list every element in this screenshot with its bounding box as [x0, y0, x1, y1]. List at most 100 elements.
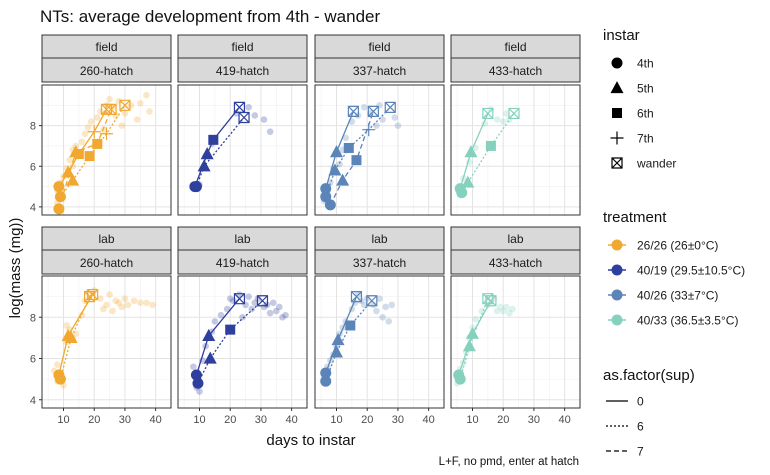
raw-data-point — [81, 130, 89, 138]
mean-marker-5th — [466, 326, 479, 339]
raw-data-point — [245, 293, 252, 300]
x-tick-label: 10 — [193, 414, 205, 426]
x-tick-label: 20 — [88, 414, 100, 426]
mean-marker-4th — [320, 183, 332, 195]
y-tick-label: 6 — [30, 161, 36, 173]
panel-border — [41, 275, 172, 409]
raw-data-point — [124, 301, 132, 309]
mean-marker-4th — [324, 199, 336, 211]
mean-marker-6th — [351, 155, 362, 166]
legend-instar-label: 4th — [637, 57, 654, 71]
raw-data-point — [379, 116, 386, 123]
raw-data-point — [248, 305, 256, 313]
raw-data-point — [63, 322, 70, 329]
raw-data-point — [388, 301, 396, 309]
y-tick-label: 8 — [30, 312, 36, 324]
legend-treatment-key-dot — [611, 239, 623, 251]
facet-strip-col-label: 419-hatch — [216, 64, 269, 78]
legend-sup-label: 0 — [637, 395, 644, 409]
y-axis-title: log(mass (mg)) — [7, 218, 24, 319]
raw-data-point — [121, 110, 129, 117]
mean-marker-6th — [343, 142, 354, 153]
mean-marker-5th — [462, 339, 476, 352]
facet-strip-row-label: field — [231, 40, 253, 54]
legend-treatment-label: 26/26 (26±0°C) — [637, 239, 718, 253]
raw-data-point — [379, 313, 386, 321]
facet-strip-col-label: 260-hatch — [80, 64, 133, 78]
mean-marker-5th — [200, 147, 214, 160]
raw-data-point — [506, 309, 513, 317]
raw-data-point — [266, 128, 274, 136]
facet-strip-col-label: 337-hatch — [353, 64, 406, 78]
raw-data-point — [118, 303, 126, 311]
raw-data-point — [272, 307, 280, 315]
mean-marker-5th — [461, 175, 475, 188]
facet-strip-row-label: lab — [507, 232, 523, 246]
facet-strip-col-label: 337-hatch — [353, 256, 406, 270]
raw-data-point — [149, 301, 156, 309]
legend-instar-label: wander — [636, 157, 676, 171]
mean-marker-4th — [54, 191, 66, 203]
facet-strip-col — [314, 249, 445, 275]
raw-data-point — [136, 299, 144, 307]
panel-lab-433-hatch: lab 433-hatch 10 20 30 40 — [450, 226, 581, 426]
mean-marker-wander — [347, 105, 359, 118]
raw-data-point — [509, 305, 516, 313]
mean-marker-4th — [320, 191, 332, 203]
raw-data-point — [499, 118, 507, 125]
mean-marker-4th — [192, 377, 204, 389]
x-tick-label: 40 — [559, 414, 571, 426]
legend-instar-key-7th — [610, 131, 624, 145]
panel-border — [41, 84, 172, 216]
facet-strip-col — [41, 57, 172, 83]
panels-layer: field 260-hatch 4 6 8 field 419-hatch field 337-… — [30, 34, 581, 426]
facet-strip-col — [314, 57, 445, 83]
panel-field-419-hatch: field 419-hatch — [177, 34, 308, 216]
x-axis-title: days to instar — [266, 432, 355, 449]
mean-marker-wander — [367, 105, 379, 118]
mean-marker-wander — [119, 99, 131, 111]
mean-marker-wander — [508, 107, 520, 120]
facet-strip-row-label: field — [95, 40, 117, 54]
x-tick-label: 20 — [361, 414, 373, 426]
raw-data-point — [376, 295, 383, 302]
legend-treatment-label: 40/33 (36.5±3.5°C) — [637, 314, 738, 328]
legend-treatment-key-dot — [611, 314, 623, 326]
mean-marker-6th — [345, 320, 356, 331]
panel-field-337-hatch: field 337-hatch — [314, 34, 445, 216]
mean-marker-4th — [454, 373, 466, 385]
legend-instar-key-6th — [612, 108, 622, 118]
mean-marker-4th — [320, 375, 332, 387]
mean-marker-5th — [328, 163, 342, 176]
raw-data-point — [103, 301, 110, 309]
raw-data-point — [136, 99, 144, 107]
raw-data-point — [211, 318, 219, 325]
mean-marker-5th — [69, 145, 83, 158]
legend-sup-label: 7 — [637, 445, 644, 459]
panel-border — [177, 275, 308, 409]
legend-sup-title: as.factor(sup) — [603, 367, 695, 384]
mean-marker-5th — [330, 345, 343, 358]
mean-marker-wander — [256, 295, 269, 307]
legend-sup-label: 6 — [637, 420, 644, 434]
raw-data-point — [342, 134, 350, 142]
raw-data-point — [276, 303, 283, 311]
x-tick-label: 20 — [224, 414, 236, 426]
panel-border — [450, 84, 581, 216]
x-tick-label: 10 — [466, 414, 478, 426]
legend-instar-key-wander — [611, 157, 623, 169]
facet-strip-col-label: 433-hatch — [489, 256, 542, 270]
mean-marker-5th — [66, 173, 80, 186]
panel-border — [314, 84, 445, 216]
mean-marker-wander — [238, 111, 250, 124]
x-tick-label: 30 — [392, 414, 404, 426]
facet-strip-row-label: lab — [98, 232, 114, 246]
mean-marker-4th — [54, 373, 66, 385]
facet-strip-col — [177, 249, 308, 275]
legend-instar-title: instar — [603, 27, 640, 44]
panel-field-260-hatch: field 260-hatch 4 6 8 — [30, 34, 172, 216]
raw-data-point — [118, 122, 126, 129]
raw-data-point — [127, 102, 135, 109]
raw-data-point — [391, 114, 399, 121]
raw-data-point — [93, 114, 101, 121]
